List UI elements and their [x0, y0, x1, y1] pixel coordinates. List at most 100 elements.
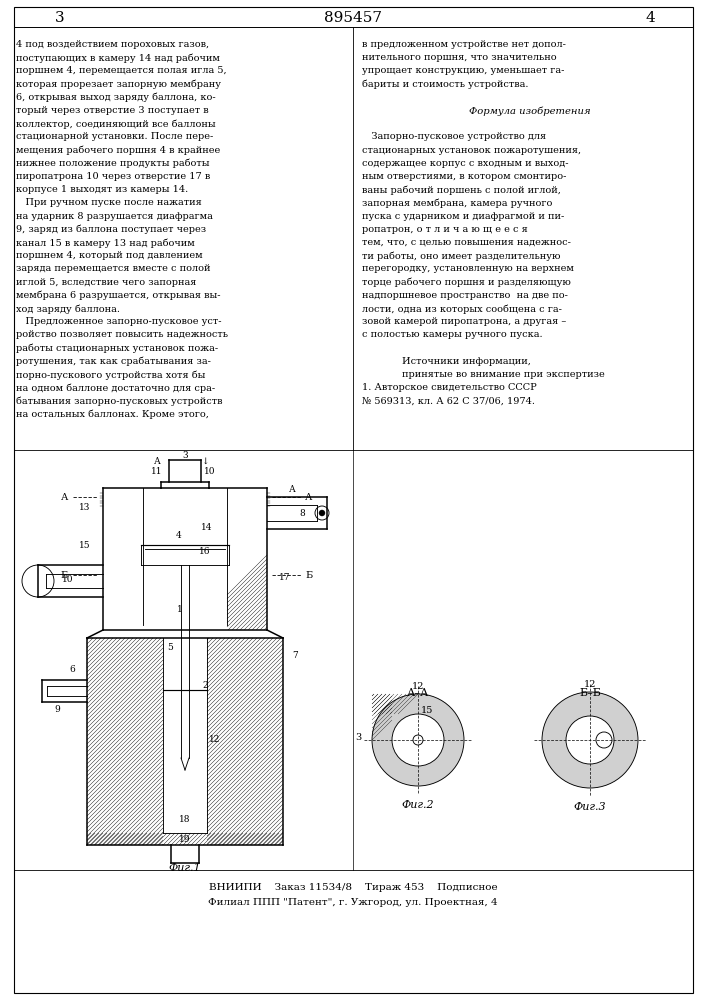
Text: 9, заряд из баллона поступает через: 9, заряд из баллона поступает через — [16, 225, 206, 234]
Text: ход заряду баллона.: ход заряду баллона. — [16, 304, 120, 314]
Text: упрощает конструкцию, уменьшает га-: упрощает конструкцию, уменьшает га- — [362, 66, 564, 75]
Text: 4: 4 — [176, 530, 182, 540]
Text: на одном баллоне достаточно для сра-: на одном баллоне достаточно для сра- — [16, 383, 215, 393]
Text: 9: 9 — [54, 706, 60, 714]
Text: бариты и стоимость устройства.: бариты и стоимость устройства. — [362, 80, 529, 89]
Text: А: А — [305, 492, 312, 502]
Text: 18: 18 — [180, 816, 191, 824]
Text: Формула изобретения: Формула изобретения — [469, 106, 591, 115]
Text: Б: Б — [61, 570, 68, 580]
Text: 13: 13 — [79, 504, 90, 512]
Circle shape — [596, 732, 612, 748]
Text: 15: 15 — [421, 706, 433, 715]
Circle shape — [319, 510, 325, 516]
Text: канал 15 в камеру 13 над рабочим: канал 15 в камеру 13 над рабочим — [16, 238, 194, 247]
Text: с полостью камеры ручного пуска.: с полостью камеры ручного пуска. — [362, 330, 543, 339]
Text: 19: 19 — [180, 836, 191, 844]
Text: 3: 3 — [182, 452, 188, 460]
Text: мембрана 6 разрушается, открывая вы-: мембрана 6 разрушается, открывая вы- — [16, 291, 221, 300]
Text: 15: 15 — [79, 540, 90, 550]
Text: 8: 8 — [299, 508, 305, 518]
Text: тем, что, с целью повышения надежнос-: тем, что, с целью повышения надежнос- — [362, 238, 571, 247]
Text: поршнем 4, который под давлением: поршнем 4, который под давлением — [16, 251, 203, 260]
Text: Фиг.1: Фиг.1 — [169, 863, 201, 873]
Text: батывания запорно-пусковых устройств: батывания запорно-пусковых устройств — [16, 396, 223, 406]
Text: на ударник 8 разрушается диафрагма: на ударник 8 разрушается диафрагма — [16, 212, 213, 221]
Text: 11: 11 — [151, 466, 163, 476]
Text: ваны рабочий поршень с полой иглой,: ваны рабочий поршень с полой иглой, — [362, 185, 561, 195]
Text: ↓: ↓ — [201, 456, 209, 466]
Text: Запорно-пусковое устройство для: Запорно-пусковое устройство для — [362, 132, 546, 141]
Text: лости, одна из которых сообщена с га-: лости, одна из которых сообщена с га- — [362, 304, 562, 314]
Text: корпусе 1 выходят из камеры 14.: корпусе 1 выходят из камеры 14. — [16, 185, 188, 194]
Text: А–А: А–А — [407, 688, 429, 698]
Text: торый через отверстие 3 поступает в: торый через отверстие 3 поступает в — [16, 106, 209, 115]
Text: зовой камерой пиропатрона, а другая –: зовой камерой пиропатрона, а другая – — [362, 317, 566, 326]
Text: Фиг.3: Фиг.3 — [573, 802, 607, 812]
Text: Б: Б — [305, 570, 312, 580]
Text: 12: 12 — [411, 682, 424, 691]
Text: поступающих в камеру 14 над рабочим: поступающих в камеру 14 над рабочим — [16, 53, 220, 63]
Text: 895457: 895457 — [324, 11, 382, 25]
Text: ным отверстиями, в котором смонтиро-: ным отверстиями, в котором смонтиро- — [362, 172, 566, 181]
Text: на остальных баллонах. Кроме этого,: на остальных баллонах. Кроме этого, — [16, 410, 209, 419]
Text: 12: 12 — [584, 680, 596, 689]
Circle shape — [392, 714, 444, 766]
Text: 17: 17 — [279, 574, 291, 582]
Text: стационарной установки. После пере-: стационарной установки. После пере- — [16, 132, 214, 141]
Text: При ручном пуске после нажатия: При ручном пуске после нажатия — [16, 198, 201, 207]
Text: порно-пускового устройства хотя бы: порно-пускового устройства хотя бы — [16, 370, 205, 379]
Text: коллектор, соединяющий все баллоны: коллектор, соединяющий все баллоны — [16, 119, 216, 129]
Circle shape — [566, 716, 614, 764]
Text: 5: 5 — [167, 644, 173, 652]
Text: 10: 10 — [204, 466, 216, 476]
Text: А: А — [61, 492, 68, 502]
Text: ройство позволяет повысить надежность: ройство позволяет повысить надежность — [16, 330, 228, 339]
Text: А: А — [288, 486, 296, 494]
Text: ти работы, оно имеет разделительную: ти работы, оно имеет разделительную — [362, 251, 561, 261]
Text: иглой 5, вследствие чего запорная: иглой 5, вследствие чего запорная — [16, 278, 197, 287]
Circle shape — [542, 692, 638, 788]
Circle shape — [372, 694, 464, 786]
Text: 1: 1 — [177, 605, 183, 614]
Text: Филиал ППП "Патент", г. Ужгород, ул. Проектная, 4: Филиал ППП "Патент", г. Ужгород, ул. Про… — [208, 898, 498, 907]
Text: которая прорезает запорную мембрану: которая прорезает запорную мембрану — [16, 80, 221, 89]
Text: работы стационарных установок пожа-: работы стационарных установок пожа- — [16, 344, 218, 353]
Text: принятые во внимание при экспертизе: принятые во внимание при экспертизе — [402, 370, 604, 379]
Text: поршнем 4, перемещается полая игла 5,: поршнем 4, перемещается полая игла 5, — [16, 66, 227, 75]
Text: 2: 2 — [202, 680, 208, 690]
Text: А: А — [153, 456, 160, 466]
Text: заряда перемещается вместе с полой: заряда перемещается вместе с полой — [16, 264, 211, 273]
Text: 3: 3 — [55, 11, 65, 25]
Text: 4: 4 — [645, 11, 655, 25]
Text: ВНИИПИ    Заказ 11534/8    Тираж 453    Подписное: ВНИИПИ Заказ 11534/8 Тираж 453 Подписное — [209, 883, 497, 892]
Text: торце рабочего поршня и разделяющую: торце рабочего поршня и разделяющую — [362, 278, 571, 287]
Text: 7: 7 — [292, 650, 298, 660]
Text: 10: 10 — [62, 576, 74, 584]
Text: надпоршневое пространство  на две по-: надпоршневое пространство на две по- — [362, 291, 568, 300]
Text: Источники информации,: Источники информации, — [402, 357, 531, 366]
Text: содержащее корпус с входным и выход-: содержащее корпус с входным и выход- — [362, 159, 568, 168]
Text: 6, открывая выход заряду баллона, ко-: 6, открывая выход заряду баллона, ко- — [16, 93, 216, 102]
Text: нижнее положение продукты работы: нижнее положение продукты работы — [16, 159, 209, 168]
Text: пиропатрона 10 через отверстие 17 в: пиропатрона 10 через отверстие 17 в — [16, 172, 210, 181]
Text: перегородку, установленную на верхнем: перегородку, установленную на верхнем — [362, 264, 574, 273]
Text: ротушения, так как срабатывания за-: ротушения, так как срабатывания за- — [16, 357, 211, 366]
Text: 3: 3 — [356, 732, 362, 742]
Text: мещения рабочего поршня 4 в крайнее: мещения рабочего поршня 4 в крайнее — [16, 146, 221, 155]
Text: 1. Авторское свидетельство СССР: 1. Авторское свидетельство СССР — [362, 383, 537, 392]
Text: 14: 14 — [201, 524, 213, 532]
Text: № 569313, кл. А 62 С 37/06, 1974.: № 569313, кл. А 62 С 37/06, 1974. — [362, 396, 535, 405]
Text: в предложенном устройстве нет допол-: в предложенном устройстве нет допол- — [362, 40, 566, 49]
Text: Фиг.2: Фиг.2 — [402, 800, 434, 810]
Text: 12: 12 — [209, 736, 221, 744]
Text: ропатрон, о т л и ч а ю щ е е с я: ропатрон, о т л и ч а ю щ е е с я — [362, 225, 527, 234]
Text: Предложенное запорно-пусковое уст-: Предложенное запорно-пусковое уст- — [16, 317, 221, 326]
Text: стационарных установок пожаротушения,: стационарных установок пожаротушения, — [362, 146, 581, 155]
Text: Б–Б: Б–Б — [579, 688, 601, 698]
Circle shape — [413, 735, 423, 745]
Text: 16: 16 — [199, 548, 211, 556]
Text: 4 под воздействием пороховых газов,: 4 под воздействием пороховых газов, — [16, 40, 209, 49]
Text: запорная мембрана, камера ручного: запорная мембрана, камера ручного — [362, 198, 552, 208]
Text: пуска с ударником и диафрагмой и пи-: пуска с ударником и диафрагмой и пи- — [362, 212, 564, 221]
